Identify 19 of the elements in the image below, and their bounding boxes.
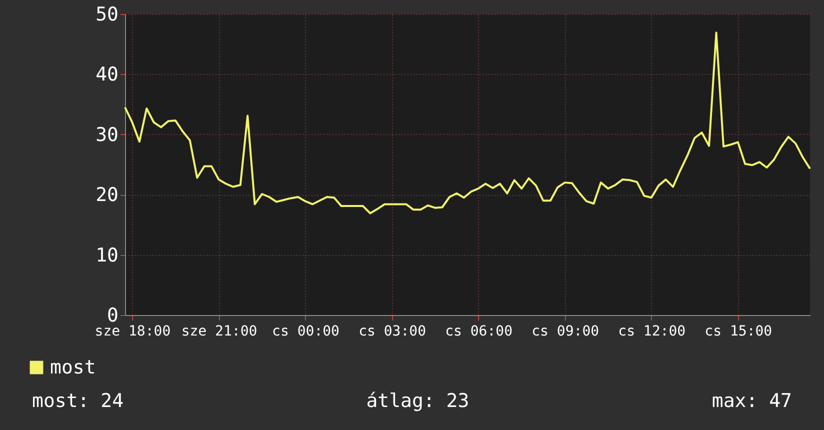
y-tick-label: 10 [96, 244, 118, 266]
x-tick-label: sze 18:00 [94, 324, 171, 340]
x-tick-label: cs 09:00 [532, 324, 600, 340]
y-tick-label: 50 [96, 4, 118, 26]
x-tick-label: cs 12:00 [618, 324, 686, 340]
x-tick-label: cs 00:00 [272, 324, 340, 340]
text: most: 24 [32, 390, 124, 412]
line-series [124, 32, 811, 214]
legend-label: most [50, 356, 96, 378]
x-tick-label: cs 06:00 [445, 324, 513, 340]
x-tick-label: sze 21:00 [181, 324, 258, 340]
text: max: 47 [712, 390, 792, 412]
y-tick-label: 30 [96, 124, 118, 146]
x-tick-label: cs 15:00 [704, 324, 772, 340]
y-tick-label: 0 [107, 304, 118, 326]
y-tick-label: 40 [96, 64, 118, 86]
text: átlag: 23 [366, 390, 470, 412]
y-tick-label: 20 [96, 184, 118, 206]
x-tick-label: cs 03:00 [358, 324, 426, 340]
